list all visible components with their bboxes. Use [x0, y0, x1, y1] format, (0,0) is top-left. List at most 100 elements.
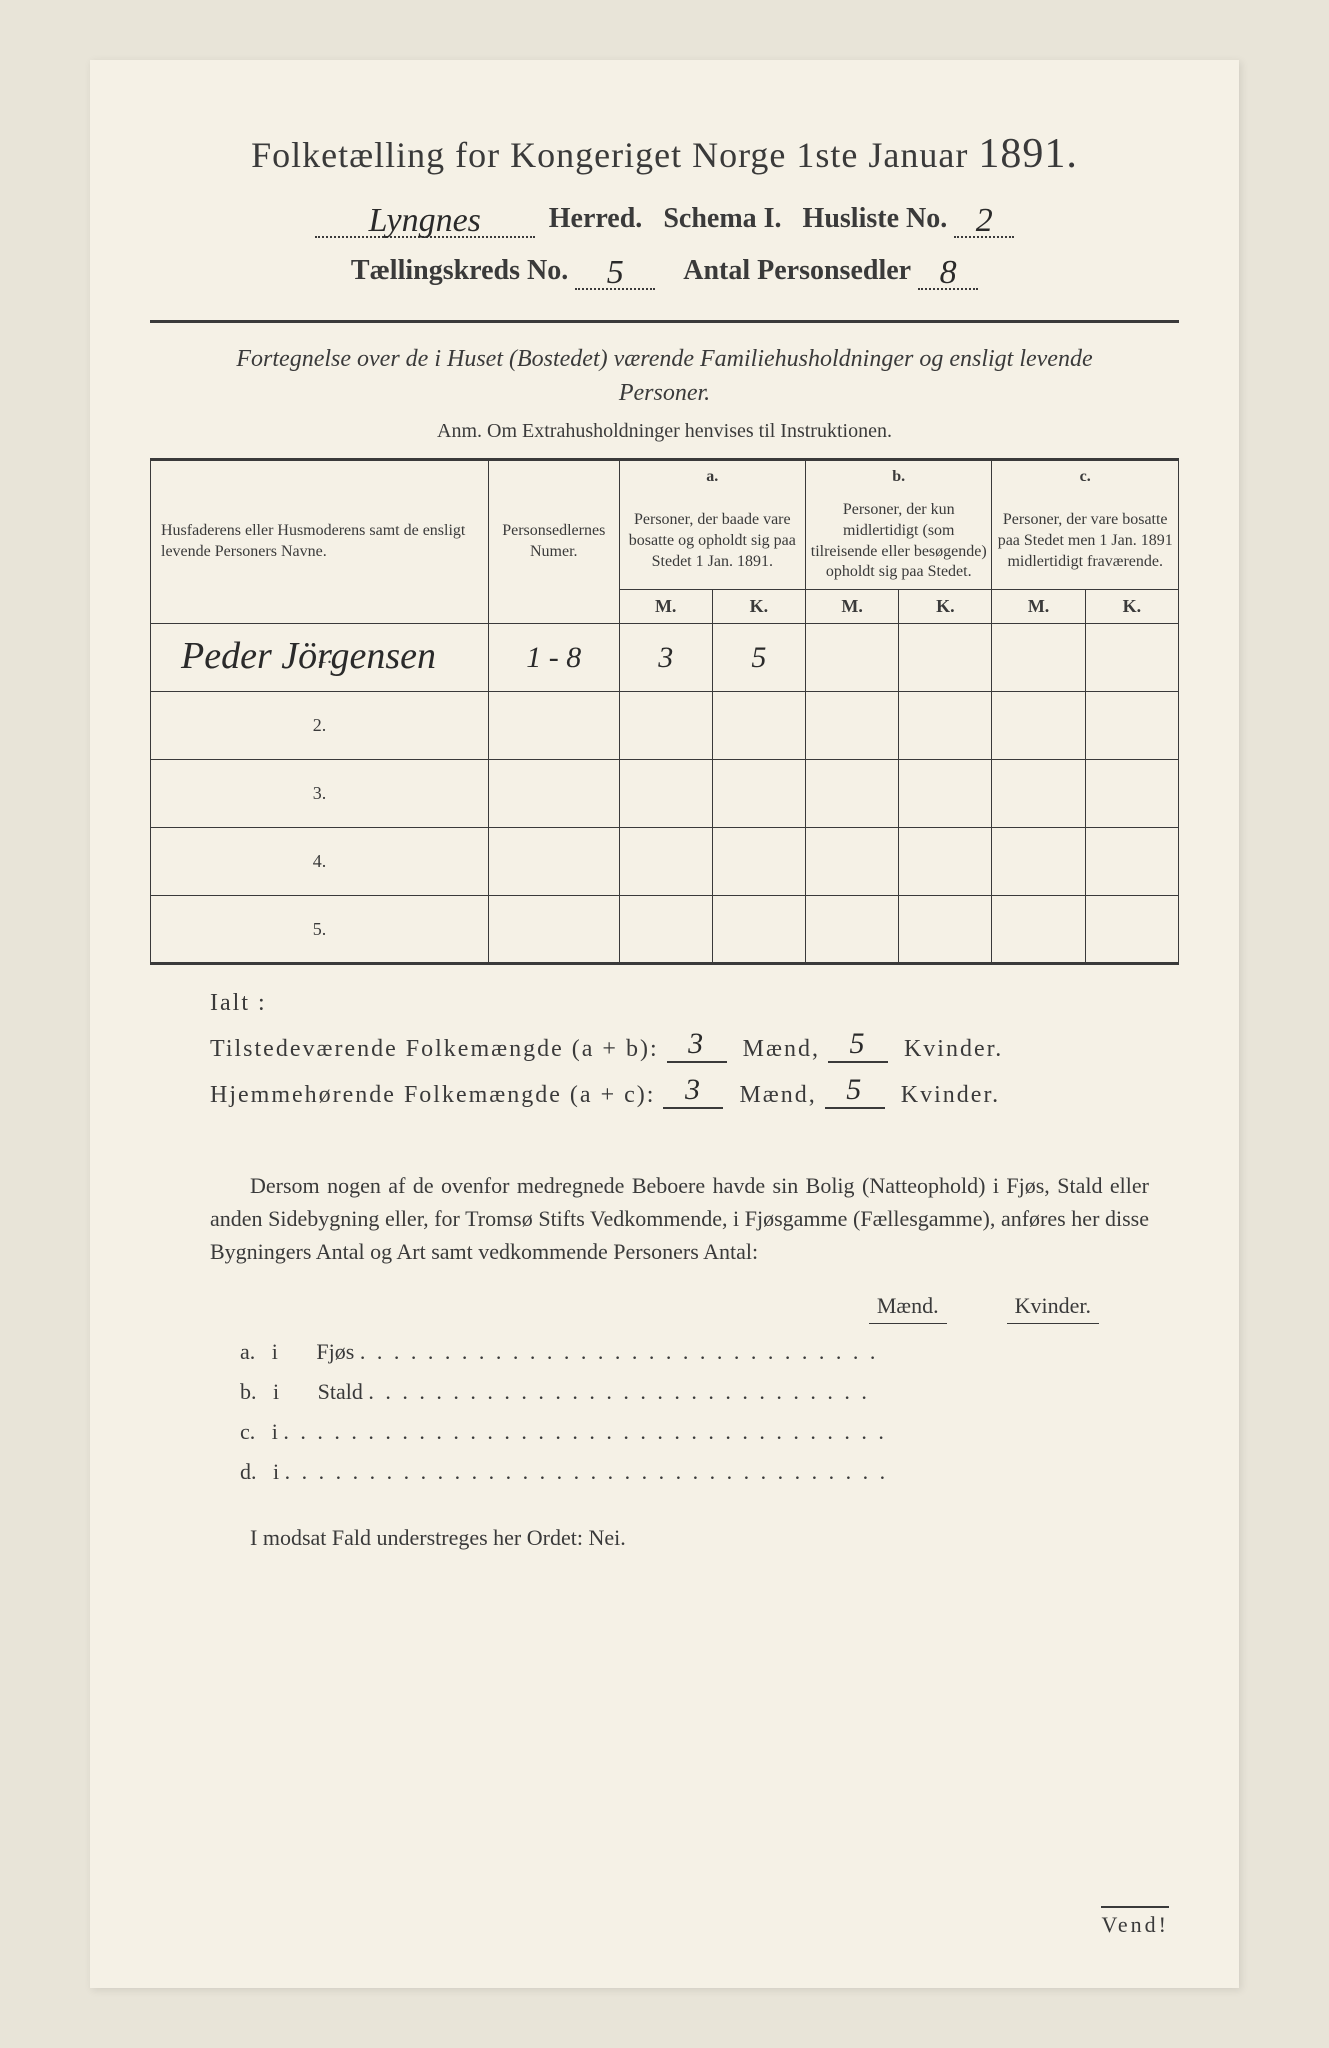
cell-name: 3. — [151, 760, 489, 828]
mk-column-header: Mænd. Kvinder. — [150, 1293, 1099, 1324]
cell-cm — [992, 896, 1085, 964]
cell-ck — [1085, 828, 1178, 896]
cell-name: 2. — [151, 692, 489, 760]
cell-bm — [806, 692, 899, 760]
col-header-b-label: b. — [806, 460, 992, 494]
personsedler-field: 8 — [918, 250, 978, 290]
cell-num: 1 - 8 — [488, 624, 619, 692]
i-a: i — [272, 1339, 278, 1364]
dots: . . . . . . . . . . . . . . . . . . . . … — [360, 1339, 879, 1364]
divider-top — [150, 320, 1179, 323]
title-year: 1891. — [978, 131, 1078, 177]
personsedler-value: 8 — [940, 254, 957, 291]
cell-num — [488, 692, 619, 760]
i-d: i — [273, 1459, 279, 1484]
cell-am: 3 — [619, 624, 712, 692]
header-line-3: Tællingskreds No. 5 Antal Personsedler 8 — [150, 250, 1179, 290]
col-c-k: K. — [1085, 590, 1178, 624]
modsat-line: I modsat Fald understreges her Ordet: Ne… — [250, 1525, 1179, 1551]
list-item: b. i Stald . . . . . . . . . . . . . . .… — [240, 1379, 1179, 1405]
annotation-note: Anm. Om Extrahusholdninger henvises til … — [150, 420, 1179, 443]
cell-bk — [899, 624, 992, 692]
herred-label: Herred. — [549, 203, 643, 234]
line1-m-field: 3 — [667, 1027, 727, 1063]
cell-bm — [806, 896, 899, 964]
cell-bm — [806, 828, 899, 896]
cell-ck — [1085, 760, 1178, 828]
subtitle: Fortegnelse over de i Huset (Bostedet) v… — [190, 343, 1139, 410]
col-header-name-text: Husfaderens eller Husmoderens samt de en… — [161, 522, 465, 560]
col-a-m: M. — [619, 590, 712, 624]
line2-m: 3 — [685, 1073, 702, 1106]
herred-value: Lyngnes — [369, 202, 481, 239]
kreds-value: 5 — [607, 254, 624, 291]
cell-bm — [806, 624, 899, 692]
cell-am — [619, 896, 712, 964]
a-label: a. — [706, 468, 718, 485]
line2-k: 5 — [846, 1073, 863, 1106]
num-val: 1 - 8 — [526, 641, 581, 674]
i-b: i — [273, 1379, 279, 1404]
line2-k-field: 5 — [825, 1073, 885, 1109]
cell-ck — [1085, 692, 1178, 760]
cell-bk — [899, 896, 992, 964]
line1-m: 3 — [688, 1027, 705, 1060]
totals-line-2: Hjemmehørende Folkemængde (a + c): 3 Mæn… — [210, 1073, 1179, 1109]
line1-k: 5 — [849, 1027, 866, 1060]
col-header-num-text: Personsedlernes Numer. — [502, 522, 605, 560]
census-table: Husfaderens eller Husmoderens samt de en… — [150, 458, 1179, 965]
building-list: a. i Fjøs . . . . . . . . . . . . . . . … — [240, 1339, 1179, 1485]
cell-cm — [992, 692, 1085, 760]
cell-ck — [1085, 896, 1178, 964]
maend-label: Mænd, — [743, 1036, 820, 1062]
col-header-a-text: Personer, der baade vare bosatte og opho… — [619, 494, 805, 590]
vend-label: Vend! — [1101, 1906, 1169, 1938]
line1-k-field: 5 — [828, 1027, 888, 1063]
am-val: 3 — [658, 641, 673, 674]
label-b: Stald — [318, 1379, 363, 1404]
cell-num — [488, 828, 619, 896]
kvinder-label2: Kvinder. — [901, 1082, 1000, 1108]
row-name: Peder Jörgensen — [181, 634, 436, 678]
cell-ak — [712, 828, 805, 896]
label-a: Fjøs — [316, 1339, 354, 1364]
cell-ak: 5 — [712, 624, 805, 692]
totals-line-1: Tilstedeværende Folkemængde (a + b): 3 M… — [210, 1027, 1179, 1063]
table-row: 2. — [151, 692, 1179, 760]
kreds-field: 5 — [575, 250, 655, 290]
cell-ak — [712, 896, 805, 964]
instruction-paragraph: Dersom nogen af de ovenfor medregnede Be… — [210, 1169, 1149, 1268]
table-row: 3. — [151, 760, 1179, 828]
cell-ck — [1085, 624, 1178, 692]
header-line-2: Lyngnes Herred. Schema I. Husliste No. 2 — [150, 198, 1179, 238]
dots: . . . . . . . . . . . . . . . . . . . . … — [368, 1379, 870, 1404]
kvinder-label: Kvinder. — [904, 1036, 1003, 1062]
list-item: a. i Fjøs . . . . . . . . . . . . . . . … — [240, 1339, 1179, 1365]
cell-bk — [899, 692, 992, 760]
cell-ak — [712, 760, 805, 828]
col-header-b-text: Personer, der kun midlertidigt (som tilr… — [806, 494, 992, 590]
line2-m-field: 3 — [663, 1073, 723, 1109]
cell-cm — [992, 624, 1085, 692]
totals-line1-label: Tilstedeværende Folkemængde (a + b): — [210, 1036, 659, 1062]
main-title: Folketælling for Kongeriget Norge 1ste J… — [150, 130, 1179, 178]
cell-name: 1. Peder Jörgensen — [151, 624, 489, 692]
col-header-a-label: a. — [619, 460, 805, 494]
kreds-label: Tællingskreds No. — [351, 255, 568, 286]
census-form-page: Folketælling for Kongeriget Norge 1ste J… — [90, 60, 1239, 1988]
cell-cm — [992, 760, 1085, 828]
maend-label2: Mænd, — [739, 1082, 816, 1108]
b-label: b. — [892, 468, 905, 485]
col-header-c-text: Personer, der vare bosatte paa Stedet me… — [992, 494, 1179, 590]
husliste-value: 2 — [976, 202, 993, 239]
table-row: 5. — [151, 896, 1179, 964]
cell-bk — [899, 828, 992, 896]
list-item: c. i . . . . . . . . . . . . . . . . . .… — [240, 1419, 1179, 1445]
col-header-num: Personsedlernes Numer. — [488, 460, 619, 624]
ialt-label: Ialt : — [210, 990, 1179, 1017]
col-a-k: K. — [712, 590, 805, 624]
cell-name: 5. — [151, 896, 489, 964]
totals-line2-label: Hjemmehørende Folkemængde (a + c): — [210, 1082, 655, 1108]
list-item: d. i . . . . . . . . . . . . . . . . . .… — [240, 1459, 1179, 1485]
col-b-m: M. — [806, 590, 899, 624]
